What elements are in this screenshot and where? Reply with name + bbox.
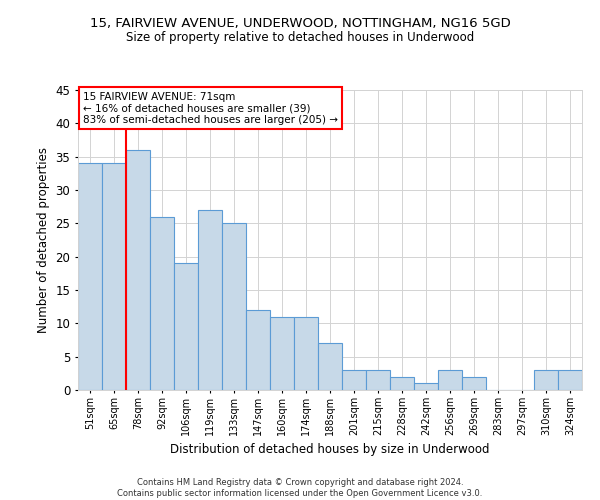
Bar [318, 344, 342, 390]
Bar [222, 224, 246, 390]
Bar [462, 376, 486, 390]
Bar [294, 316, 318, 390]
Bar [438, 370, 462, 390]
Bar [126, 150, 150, 390]
Bar [102, 164, 126, 390]
Text: Size of property relative to detached houses in Underwood: Size of property relative to detached ho… [126, 31, 474, 44]
X-axis label: Distribution of detached houses by size in Underwood: Distribution of detached houses by size … [170, 444, 490, 456]
Text: 15 FAIRVIEW AVENUE: 71sqm
← 16% of detached houses are smaller (39)
83% of semi-: 15 FAIRVIEW AVENUE: 71sqm ← 16% of detac… [83, 92, 338, 124]
Text: Contains HM Land Registry data © Crown copyright and database right 2024.
Contai: Contains HM Land Registry data © Crown c… [118, 478, 482, 498]
Y-axis label: Number of detached properties: Number of detached properties [37, 147, 50, 333]
Bar [246, 310, 270, 390]
Bar [174, 264, 198, 390]
Bar [366, 370, 390, 390]
Bar [558, 370, 582, 390]
Bar [390, 376, 414, 390]
Bar [414, 384, 438, 390]
Bar [270, 316, 294, 390]
Bar [198, 210, 222, 390]
Text: 15, FAIRVIEW AVENUE, UNDERWOOD, NOTTINGHAM, NG16 5GD: 15, FAIRVIEW AVENUE, UNDERWOOD, NOTTINGH… [89, 18, 511, 30]
Bar [150, 216, 174, 390]
Bar [78, 164, 102, 390]
Bar [342, 370, 366, 390]
Bar [534, 370, 558, 390]
